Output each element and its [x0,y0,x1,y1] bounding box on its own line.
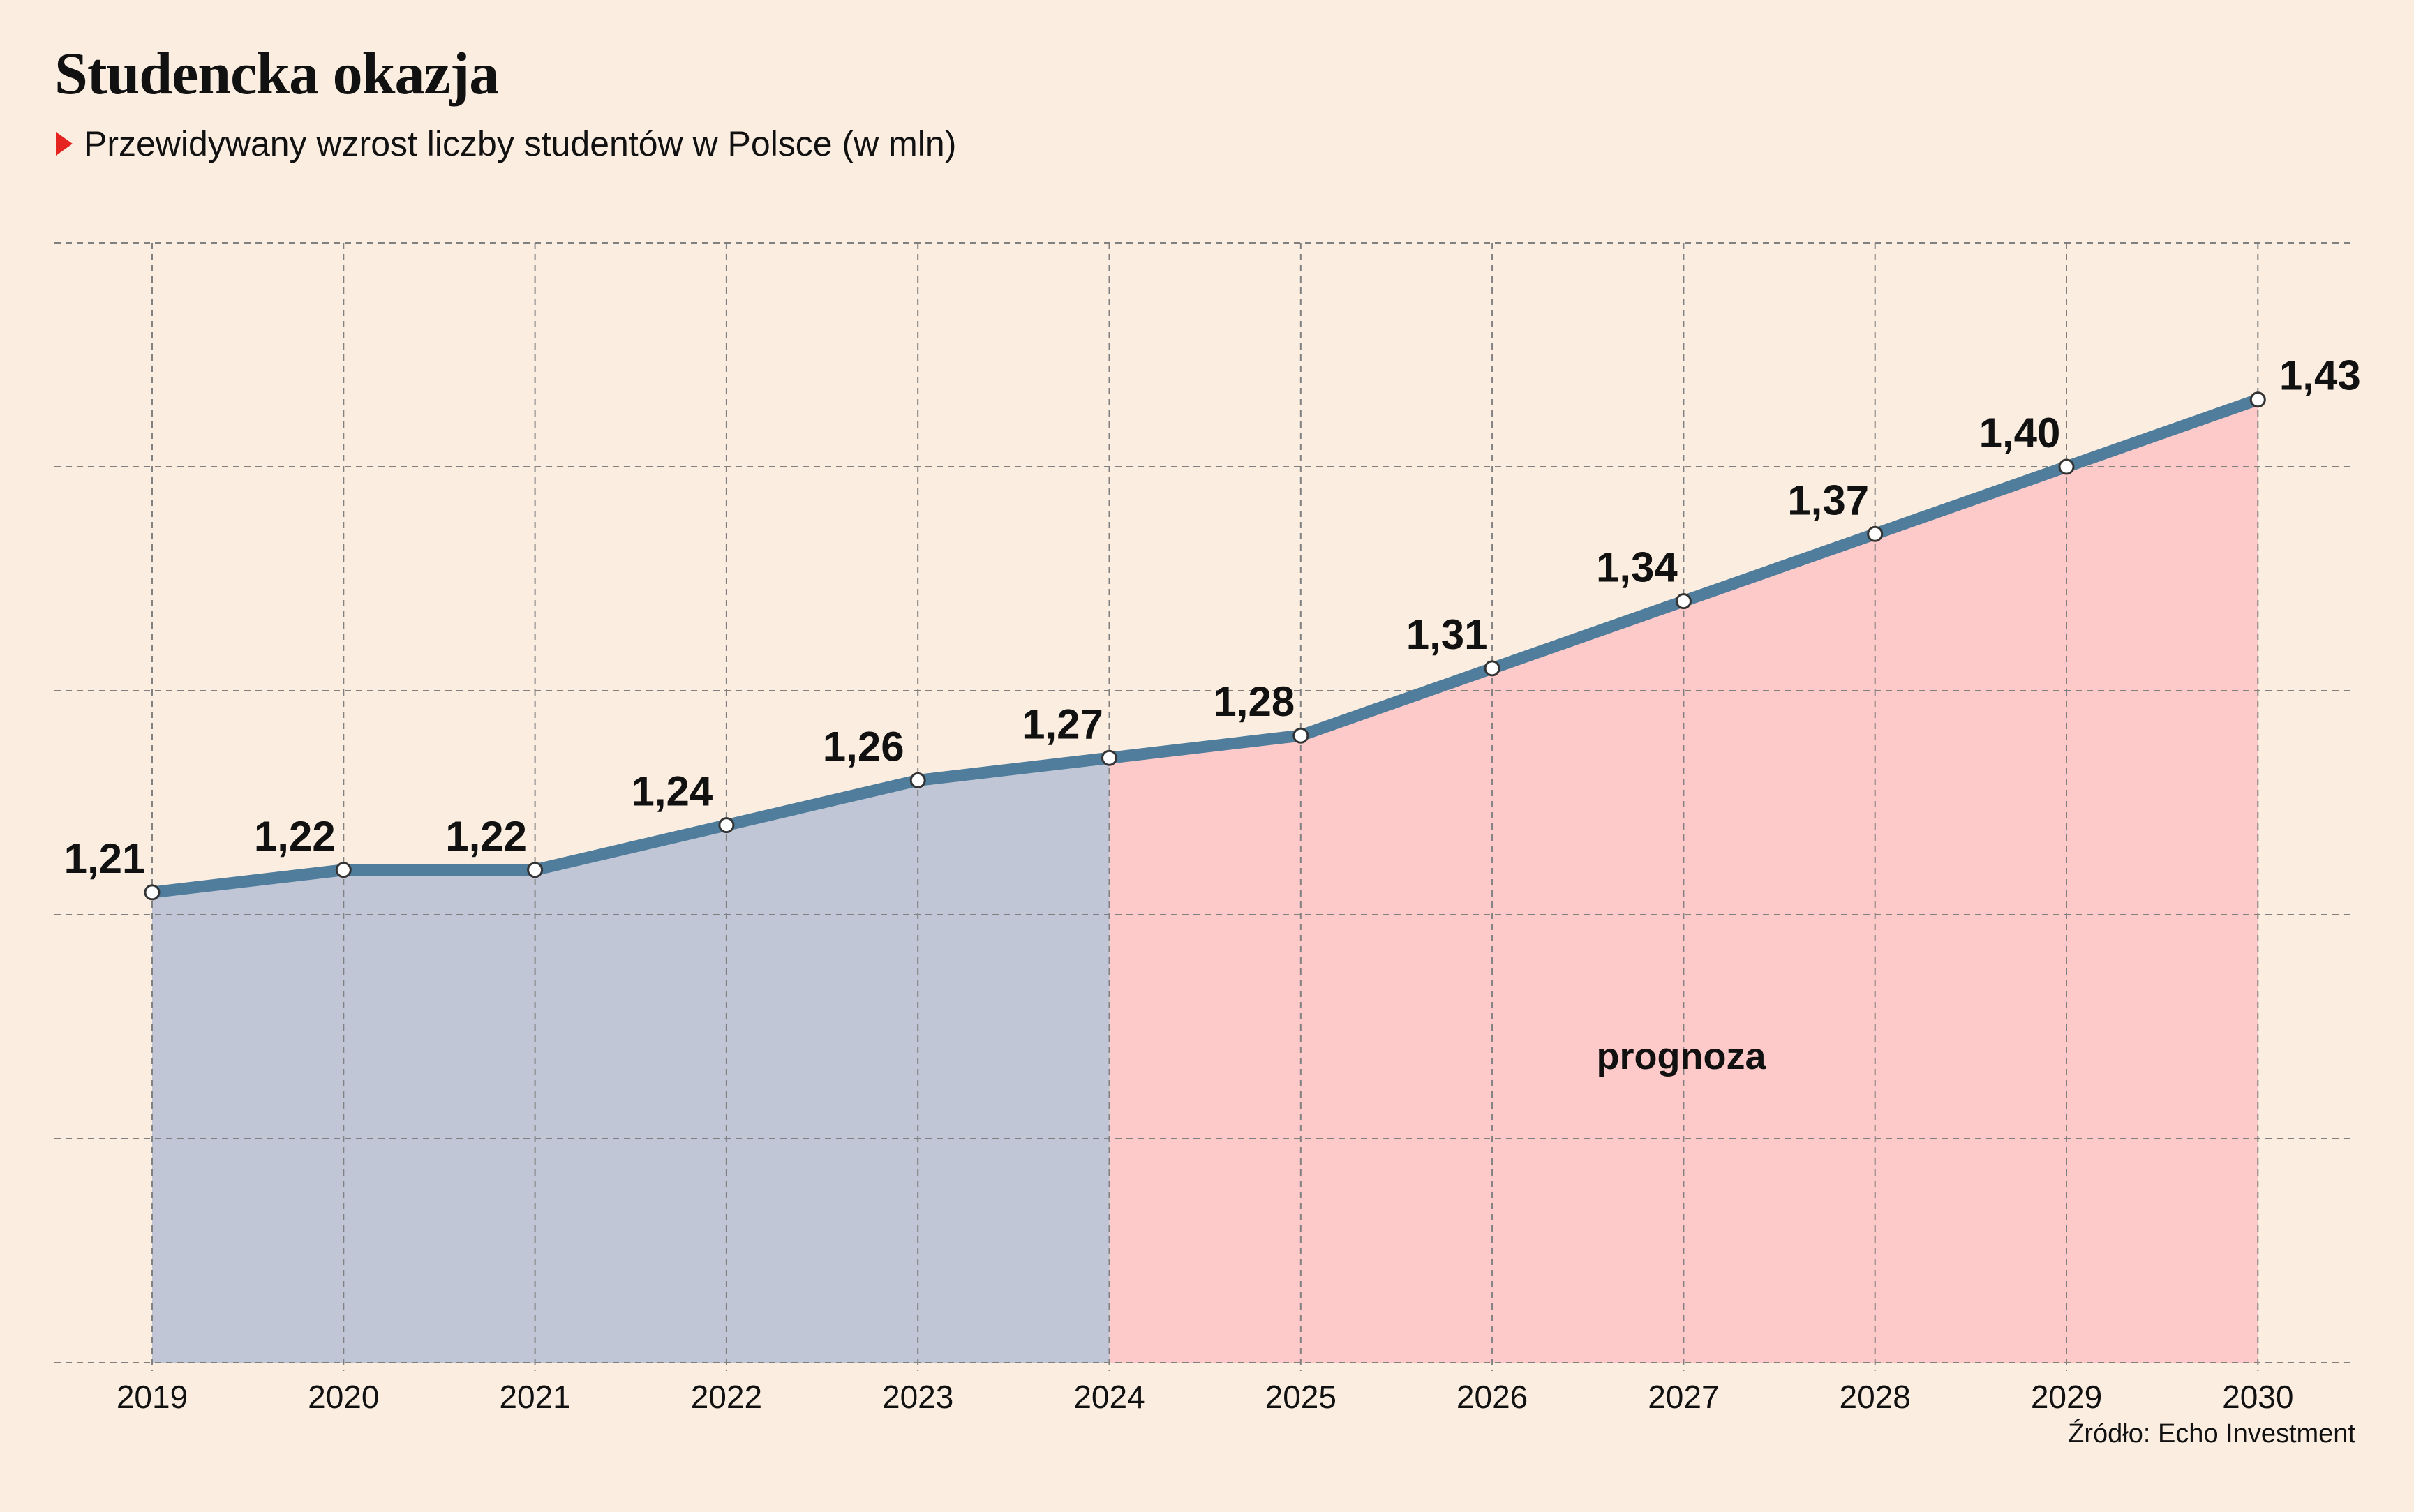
source-note: Źródło: Echo Investment [2068,1419,2355,1449]
value-label: 1,37 [1787,477,1869,523]
value-label: 1,22 [445,813,527,860]
data-points [144,391,2266,901]
chart-subtitle: Przewidywany wzrost liczby studentów w P… [56,123,956,165]
series-line [146,394,2264,899]
value-labels: 1,21 1,22 1,22 1,24 1,26 1,27 1,28 1,31 1,34 1,37… [64,352,2361,882]
area-fills [152,399,2258,1363]
value-label: 1,34 [1596,544,1678,591]
x-tick-label: 2025 [1265,1379,1336,1415]
value-label: 1,43 [2279,352,2361,399]
x-tick-label: 2021 [499,1379,570,1415]
value-label: 1,28 [1213,678,1295,725]
series-line-path [146,394,2264,899]
data-point [335,862,352,878]
forecast-label: prognoza [1597,1035,1767,1077]
red-triangle-right-icon [56,132,73,156]
x-tick-label: 2030 [2222,1379,2293,1415]
x-tick-label: 2022 [691,1379,762,1415]
x-tick-label: 2028 [1840,1379,1911,1415]
data-point [1867,525,1884,542]
value-label: 1,22 [254,813,336,860]
value-label: 1,24 [632,768,713,815]
x-tick-label: 2020 [308,1379,379,1415]
historical-area [152,758,1110,1363]
x-tick-label: 2026 [1456,1379,1528,1415]
data-point [2058,458,2075,475]
data-point [144,884,161,901]
x-tick-label: 2023 [882,1379,953,1415]
data-point [909,772,926,788]
x-tick-label: 2029 [2031,1379,2102,1415]
data-point [718,817,735,834]
x-axis-labels: 2019 2020 2021 2022 2023 2024 2025 2026 2027 2028… [117,1379,2294,1415]
x-tick-label: 2019 [117,1379,188,1415]
data-point [1484,660,1500,677]
x-tick-label: 2027 [1648,1379,1719,1415]
value-label: 1,27 [1022,701,1103,747]
chart-subtitle-text: Przewidywany wzrost liczby studentów w P… [84,124,957,163]
data-point [1675,593,1692,610]
x-tick-label: 2024 [1073,1379,1145,1415]
value-label: 1,31 [1406,611,1488,658]
value-label: 1,40 [1979,410,2061,456]
value-label: 1,26 [823,723,904,770]
value-label: 1,21 [64,835,146,882]
data-point [1101,749,1117,766]
data-point [527,862,544,878]
data-point [1292,727,1309,744]
gridlines [54,242,2352,1371]
data-point [2249,391,2266,408]
chart-title: Studencka okazja [54,40,499,107]
